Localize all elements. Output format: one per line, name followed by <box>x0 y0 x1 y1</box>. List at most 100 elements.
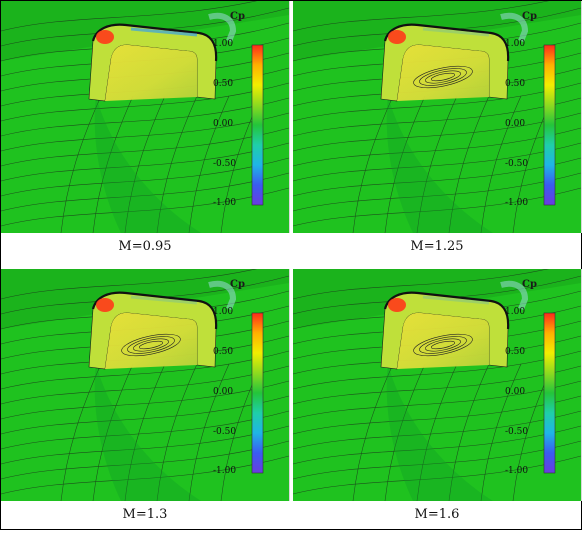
colorbar-tick: 1.00 <box>505 39 526 49</box>
inlet-face <box>397 44 489 101</box>
streamline <box>293 380 581 420</box>
lip-suction <box>422 27 490 37</box>
streamline <box>293 365 581 405</box>
vortex-core <box>121 333 181 357</box>
streamline <box>293 425 581 465</box>
vortex-ring <box>430 340 456 350</box>
vortex-ring <box>138 340 164 350</box>
streamline <box>1 112 289 152</box>
streamline <box>480 363 522 501</box>
cp-contour-plot <box>1 1 290 233</box>
colorbar-tick: -1.00 <box>213 466 237 476</box>
streamline <box>293 142 581 182</box>
colorbar-title: Cp <box>522 279 537 290</box>
wake-shadow <box>386 96 493 233</box>
colorbar-title: Cp <box>522 11 537 22</box>
cp-contour-plot <box>293 269 582 501</box>
panel-mach-0-95: Cp 1.00 0.50 0.00 -0.50 -1.00 M=0.95 <box>1 1 290 265</box>
vortex-ring <box>425 338 461 352</box>
streamline <box>448 95 490 233</box>
streamline <box>293 82 581 122</box>
colorbar <box>543 44 556 206</box>
streamline <box>384 95 426 233</box>
colorbar-tick: 0.00 <box>505 387 526 397</box>
streamline <box>293 1 549 32</box>
colorbar-tick: 0.00 <box>213 387 234 397</box>
lip-suction <box>130 295 198 305</box>
colorbar-tick: 0.50 <box>505 347 526 357</box>
streamline <box>1 425 289 465</box>
streamline <box>1 97 289 137</box>
inlet-lip <box>383 23 510 62</box>
vortex-core <box>413 65 473 89</box>
wake-shadow <box>94 96 201 233</box>
streamline <box>293 455 581 495</box>
cfd-render <box>293 269 581 501</box>
streamline <box>1 1 257 32</box>
streamline <box>1 142 289 182</box>
colorbar-tick: 0.50 <box>213 79 234 89</box>
panel-caption: M=1.3 <box>122 507 168 522</box>
streamline <box>1 82 289 122</box>
streamline <box>1 455 289 495</box>
side-fairing <box>208 280 237 311</box>
lip-suction <box>130 27 198 37</box>
streamline <box>60 363 102 501</box>
streamline <box>1 395 289 435</box>
panel-caption: M=1.25 <box>410 239 464 254</box>
cp-contour-plot <box>1 269 290 501</box>
streamline <box>293 395 581 435</box>
colorbar-tick: 0.50 <box>213 347 234 357</box>
streamline <box>1 187 289 227</box>
colorbar-tick: 0.00 <box>505 119 526 129</box>
colorbar-tick: -0.50 <box>505 427 529 437</box>
streamline <box>293 127 581 167</box>
colorbar-title: Cp <box>230 279 245 290</box>
streamline <box>1 350 289 390</box>
streamlines <box>293 269 581 501</box>
panel-mach-1-25: Cp 1.00 0.50 0.00 -0.50 -1.00 M=1.25 <box>293 1 582 265</box>
streamline <box>92 95 134 233</box>
streamline <box>293 410 581 450</box>
wake-shadow <box>94 364 201 501</box>
colorbar-tick: 1.00 <box>213 39 234 49</box>
wake-shadow <box>386 364 493 501</box>
streamline <box>293 157 581 197</box>
streamline <box>1 127 289 167</box>
streamline <box>1 365 289 405</box>
streamline <box>293 97 581 137</box>
vortex-ring <box>413 65 473 89</box>
colorbar-title: Cp <box>230 11 245 22</box>
streamline <box>293 112 581 152</box>
lip-high-pressure <box>96 298 114 312</box>
streamline <box>156 95 198 233</box>
streamline <box>352 95 394 233</box>
colorbar <box>251 312 264 474</box>
vortex-ring <box>419 336 467 354</box>
inlet-lip <box>383 291 510 330</box>
lip-high-pressure <box>388 30 406 44</box>
streamline <box>92 363 134 501</box>
streamline <box>384 363 426 501</box>
streamline <box>1 157 289 197</box>
streamline <box>124 363 166 501</box>
inlet-face <box>105 312 197 369</box>
cfd-render <box>293 1 581 233</box>
streamline <box>1 269 257 300</box>
inlet-face <box>397 312 489 369</box>
colorbar-tick: 0.50 <box>505 79 526 89</box>
colorbar-tick: 1.00 <box>505 307 526 317</box>
colorbar-tick: -0.50 <box>505 159 529 169</box>
streamline <box>293 187 581 227</box>
vortex-ring <box>133 338 169 352</box>
inlet-lip <box>91 291 218 330</box>
panel-caption: M=0.95 <box>118 239 172 254</box>
streamline <box>293 269 549 300</box>
vortex-ring <box>413 333 473 357</box>
vortex-ring <box>419 68 467 86</box>
colorbar-tick: -1.00 <box>505 198 529 208</box>
side-fairing <box>500 280 529 311</box>
lip-high-pressure <box>96 30 114 44</box>
streamline <box>188 363 230 501</box>
